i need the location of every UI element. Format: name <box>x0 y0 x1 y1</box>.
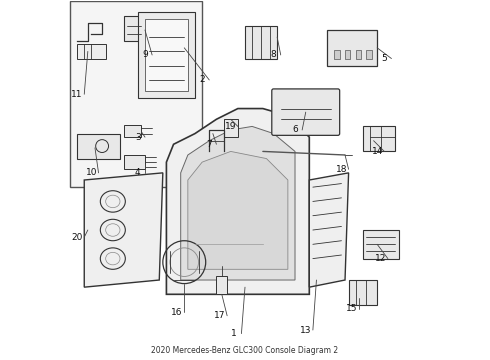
FancyBboxPatch shape <box>245 26 277 59</box>
Text: 2020 Mercedes-Benz GLC300 Console Diagram 2: 2020 Mercedes-Benz GLC300 Console Diagra… <box>151 346 339 355</box>
Text: 3: 3 <box>135 132 141 141</box>
Polygon shape <box>188 152 288 269</box>
FancyBboxPatch shape <box>123 16 145 41</box>
FancyBboxPatch shape <box>356 50 361 59</box>
Polygon shape <box>309 173 348 287</box>
Text: 13: 13 <box>300 325 312 334</box>
Text: 17: 17 <box>214 311 226 320</box>
Polygon shape <box>138 12 195 98</box>
Text: 14: 14 <box>371 147 383 156</box>
Text: 5: 5 <box>381 54 387 63</box>
Text: 12: 12 <box>375 254 387 263</box>
Text: 10: 10 <box>86 168 97 177</box>
Text: 8: 8 <box>270 50 276 59</box>
Text: 18: 18 <box>336 165 347 174</box>
FancyBboxPatch shape <box>327 30 377 66</box>
Text: 2: 2 <box>199 76 205 85</box>
Polygon shape <box>145 19 188 91</box>
Text: 20: 20 <box>72 233 83 242</box>
FancyBboxPatch shape <box>77 44 106 59</box>
FancyBboxPatch shape <box>345 50 350 59</box>
FancyBboxPatch shape <box>334 50 340 59</box>
Text: 4: 4 <box>135 168 141 177</box>
Text: 11: 11 <box>72 90 83 99</box>
FancyBboxPatch shape <box>348 280 377 305</box>
Text: 9: 9 <box>142 50 148 59</box>
Text: 19: 19 <box>225 122 237 131</box>
FancyBboxPatch shape <box>363 126 395 152</box>
Text: 16: 16 <box>172 308 183 317</box>
FancyBboxPatch shape <box>123 125 142 137</box>
FancyBboxPatch shape <box>272 89 340 135</box>
Text: 6: 6 <box>292 126 298 135</box>
Text: 1: 1 <box>231 329 237 338</box>
FancyBboxPatch shape <box>367 50 372 59</box>
FancyBboxPatch shape <box>123 155 145 169</box>
Text: 7: 7 <box>206 140 212 149</box>
FancyBboxPatch shape <box>70 1 202 187</box>
FancyBboxPatch shape <box>363 230 398 258</box>
Polygon shape <box>84 173 163 287</box>
Polygon shape <box>167 109 309 294</box>
Polygon shape <box>181 126 295 280</box>
FancyBboxPatch shape <box>223 119 238 137</box>
Text: 15: 15 <box>346 304 358 313</box>
FancyBboxPatch shape <box>217 276 227 294</box>
FancyBboxPatch shape <box>77 134 120 158</box>
